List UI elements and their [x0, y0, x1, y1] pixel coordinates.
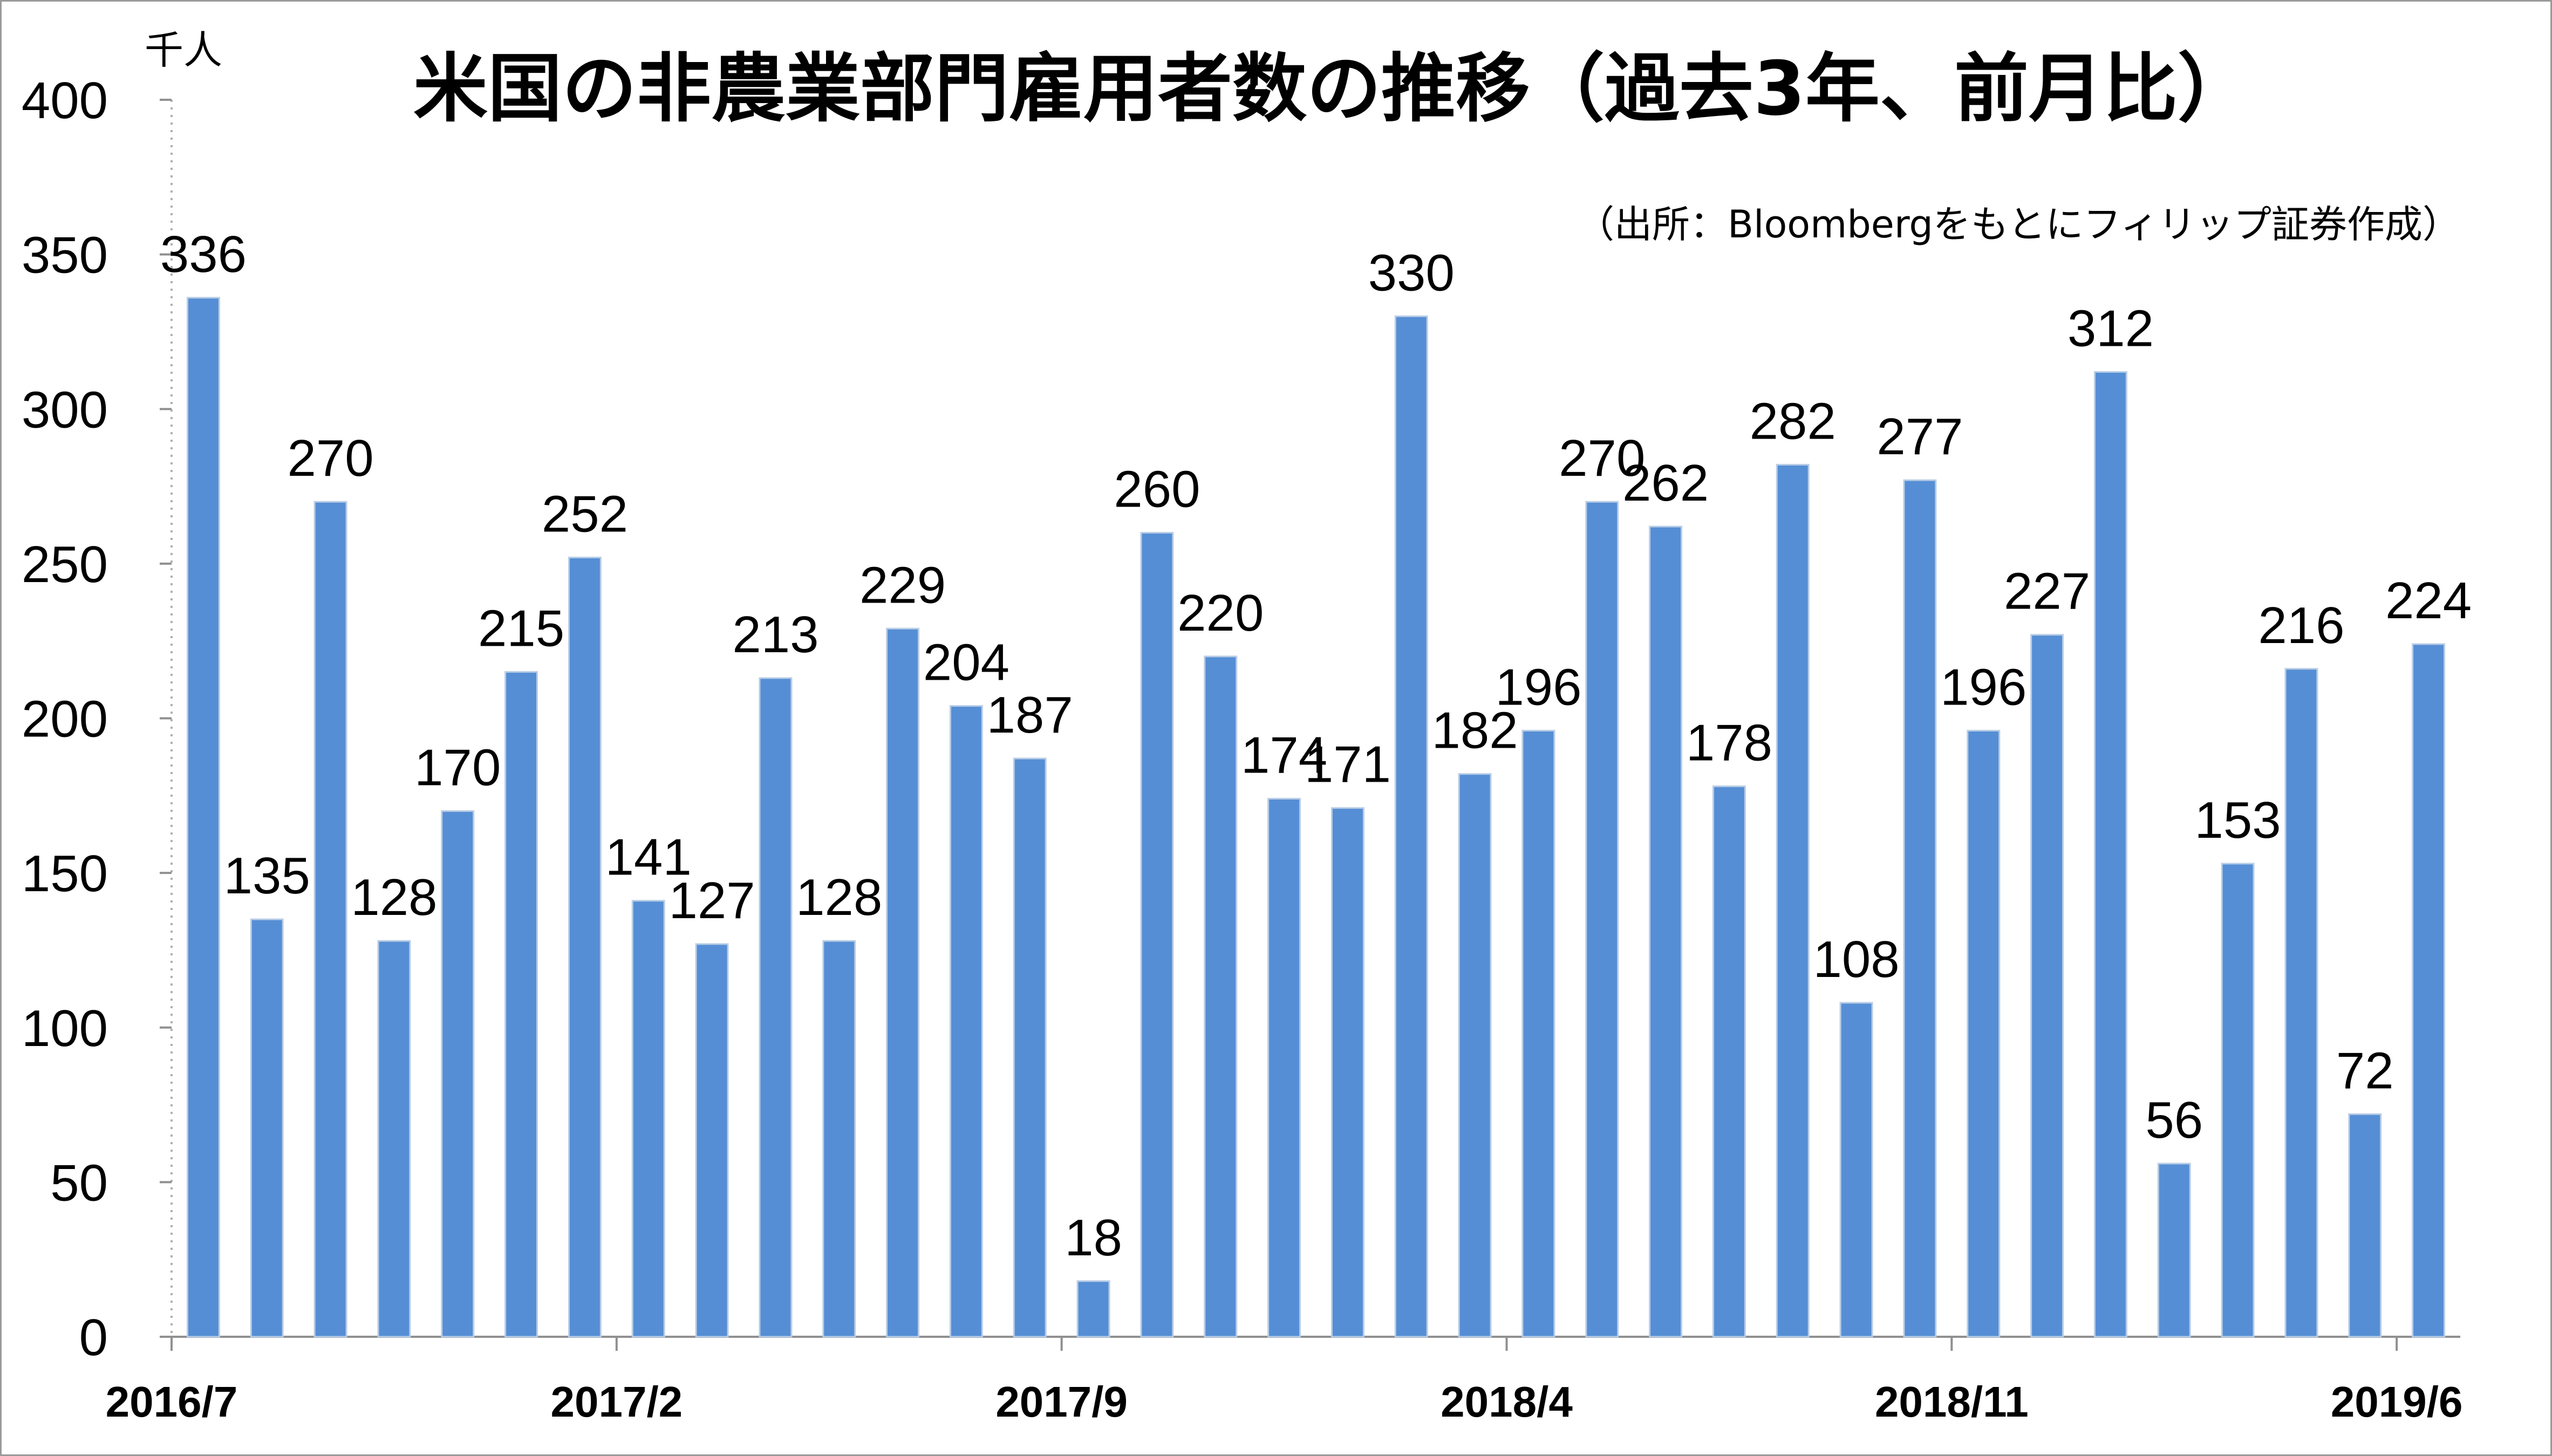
y-tick-label: 150: [22, 845, 108, 903]
data-label: 128: [796, 869, 882, 926]
bar: [441, 810, 475, 1338]
bar: [949, 705, 983, 1338]
bar: [504, 671, 538, 1338]
bar: [1585, 501, 1619, 1338]
data-label: 224: [2385, 572, 2472, 630]
data-label: 174: [1241, 727, 1327, 784]
data-label: 215: [478, 600, 564, 658]
bar: [1204, 655, 1238, 1338]
bar: [2157, 1163, 2191, 1338]
bar: [822, 940, 856, 1338]
bar: [250, 918, 284, 1338]
x-axis: 2016/7 2017/2 2017/9 2018/4 2018/11 2019/6: [106, 1336, 2463, 1426]
data-labels: 3361352701281702152521411272131282292041…: [160, 225, 2472, 1267]
bar: [1967, 729, 2001, 1338]
data-label: 18: [1065, 1209, 1122, 1267]
bar: [1839, 1002, 1873, 1338]
bar: [2348, 1113, 2382, 1338]
data-label: 227: [2004, 563, 2090, 620]
y-tick-label: 400: [22, 72, 108, 129]
bar: [1076, 1280, 1110, 1338]
bar: [186, 297, 220, 1338]
data-label: 196: [1940, 658, 2026, 716]
data-label: 178: [1686, 714, 1772, 772]
bar: [568, 556, 602, 1338]
bar: [695, 943, 729, 1338]
bar: [1140, 532, 1174, 1338]
bar: [377, 940, 411, 1338]
x-tick-label: 2016/7: [106, 1378, 238, 1426]
y-tick-label: 50: [50, 1154, 108, 1212]
data-label: 270: [287, 429, 373, 487]
data-label: 153: [2194, 791, 2281, 849]
bar: [1649, 525, 1683, 1338]
y-tick-label: 350: [22, 227, 108, 284]
bar-series: [186, 297, 2446, 1338]
bar: [1013, 757, 1047, 1338]
y-axis: 0 50 100 150 200 250 300 350 400: [22, 72, 173, 1366]
y-tick-label: 200: [22, 691, 108, 748]
data-label: 270: [1559, 429, 1645, 487]
bar: [1330, 807, 1364, 1338]
bar: [2412, 643, 2446, 1338]
bar: [1712, 785, 1746, 1338]
bar: [1903, 479, 1937, 1338]
bar: [2221, 863, 2255, 1338]
data-label: 204: [923, 634, 1009, 692]
data-label: 128: [351, 869, 437, 926]
x-tick-label: 2017/2: [550, 1378, 683, 1426]
y-tick-label: 100: [22, 1000, 108, 1057]
bar: [2030, 634, 2064, 1338]
data-label: 312: [2067, 299, 2154, 357]
data-label: 252: [542, 485, 628, 543]
data-label: 171: [1305, 736, 1391, 794]
source-note: （出所：Bloombergをもとにフィリップ証券作成）: [1577, 202, 2460, 247]
bar: [2093, 371, 2127, 1338]
bar: [1394, 315, 1428, 1338]
y-tick-label: 0: [79, 1309, 108, 1366]
x-tick-label: 2018/4: [1441, 1378, 1573, 1426]
data-label: 170: [414, 739, 501, 796]
chart-title: 米国の非農業部門雇用者数の推移（過去3年、前月比）: [413, 45, 2252, 132]
y-tick-label: 250: [22, 536, 108, 593]
data-label: 213: [732, 606, 818, 664]
bar: [313, 501, 347, 1338]
bar: [2284, 668, 2318, 1338]
data-label: 127: [668, 872, 755, 929]
data-label: 108: [1813, 931, 1899, 988]
x-tick-label: 2017/9: [995, 1378, 1128, 1426]
x-tick-label: 2018/11: [1875, 1378, 2029, 1426]
data-label: 187: [987, 686, 1073, 744]
bar: [886, 627, 920, 1338]
data-label: 229: [859, 556, 946, 614]
bar: [1521, 729, 1555, 1338]
data-label: 336: [160, 225, 247, 283]
data-label: 182: [1431, 702, 1518, 760]
data-label: 277: [1877, 408, 1963, 466]
data-label: 216: [2258, 597, 2344, 654]
y-tick-label: 300: [22, 381, 108, 439]
data-label: 260: [1114, 461, 1200, 518]
data-label: 330: [1368, 244, 1455, 302]
data-label: 72: [2336, 1042, 2394, 1099]
data-label: 282: [1750, 392, 1836, 450]
data-label: 141: [605, 829, 692, 886]
y-axis-unit-label: 千人: [145, 28, 222, 73]
data-label: 220: [1177, 584, 1264, 642]
data-label: 196: [1495, 658, 1581, 716]
data-label: 135: [224, 847, 310, 905]
bar: [1776, 463, 1810, 1338]
bar: [631, 900, 665, 1338]
x-tick-label: 2019/6: [2331, 1378, 2463, 1426]
bar: [1267, 798, 1301, 1338]
data-label: 262: [1622, 454, 1709, 512]
data-label: 56: [2145, 1091, 2203, 1149]
bar: [759, 677, 793, 1338]
bar: [1458, 773, 1492, 1338]
